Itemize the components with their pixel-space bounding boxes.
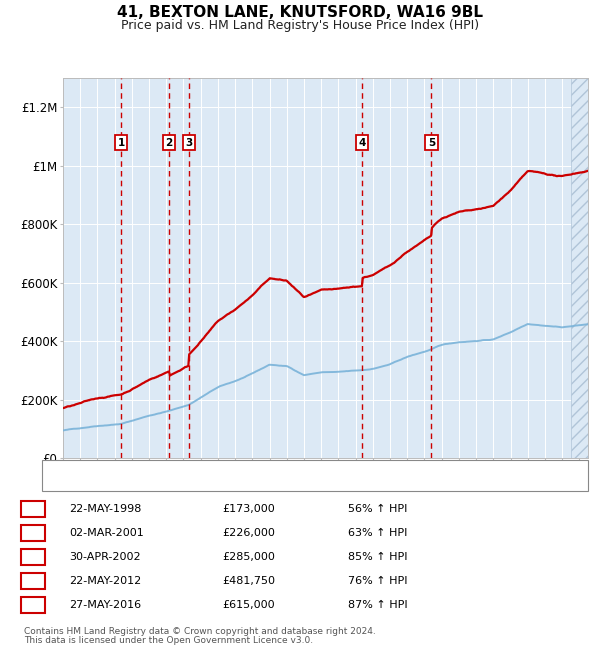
Text: Price paid vs. HM Land Registry's House Price Index (HPI): Price paid vs. HM Land Registry's House … bbox=[121, 19, 479, 32]
Text: 41, BEXTON LANE, KNUTSFORD, WA16 9BL: 41, BEXTON LANE, KNUTSFORD, WA16 9BL bbox=[117, 5, 483, 20]
Text: 1: 1 bbox=[118, 138, 125, 148]
Text: 2: 2 bbox=[29, 528, 37, 538]
Text: 76% ↑ HPI: 76% ↑ HPI bbox=[348, 576, 407, 586]
Text: £481,750: £481,750 bbox=[222, 576, 275, 586]
Text: 27-MAY-2016: 27-MAY-2016 bbox=[69, 600, 141, 610]
Text: 3: 3 bbox=[185, 138, 193, 148]
Text: 02-MAR-2001: 02-MAR-2001 bbox=[69, 528, 144, 538]
Text: £173,000: £173,000 bbox=[222, 504, 275, 514]
Text: 5: 5 bbox=[428, 138, 435, 148]
Text: Contains HM Land Registry data © Crown copyright and database right 2024.: Contains HM Land Registry data © Crown c… bbox=[24, 627, 376, 636]
Text: 22-MAY-1998: 22-MAY-1998 bbox=[69, 504, 142, 514]
Text: 63% ↑ HPI: 63% ↑ HPI bbox=[348, 528, 407, 538]
Text: HPI: Average price, detached house, Cheshire East: HPI: Average price, detached house, Ches… bbox=[84, 478, 349, 488]
Text: 5: 5 bbox=[29, 600, 37, 610]
Text: 1: 1 bbox=[29, 504, 37, 514]
Text: 85% ↑ HPI: 85% ↑ HPI bbox=[348, 552, 407, 562]
Text: 4: 4 bbox=[358, 138, 366, 148]
Text: 87% ↑ HPI: 87% ↑ HPI bbox=[348, 600, 407, 610]
Text: 3: 3 bbox=[29, 552, 37, 562]
Text: £226,000: £226,000 bbox=[222, 528, 275, 538]
Text: 4: 4 bbox=[29, 576, 37, 586]
Text: 41, BEXTON LANE, KNUTSFORD, WA16 9BL (detached house): 41, BEXTON LANE, KNUTSFORD, WA16 9BL (de… bbox=[84, 463, 403, 474]
Text: 2: 2 bbox=[166, 138, 173, 148]
Text: £615,000: £615,000 bbox=[222, 600, 275, 610]
Text: £285,000: £285,000 bbox=[222, 552, 275, 562]
Text: This data is licensed under the Open Government Licence v3.0.: This data is licensed under the Open Gov… bbox=[24, 636, 313, 645]
Text: 56% ↑ HPI: 56% ↑ HPI bbox=[348, 504, 407, 514]
Text: 30-APR-2002: 30-APR-2002 bbox=[69, 552, 140, 562]
Text: 22-MAY-2012: 22-MAY-2012 bbox=[69, 576, 141, 586]
